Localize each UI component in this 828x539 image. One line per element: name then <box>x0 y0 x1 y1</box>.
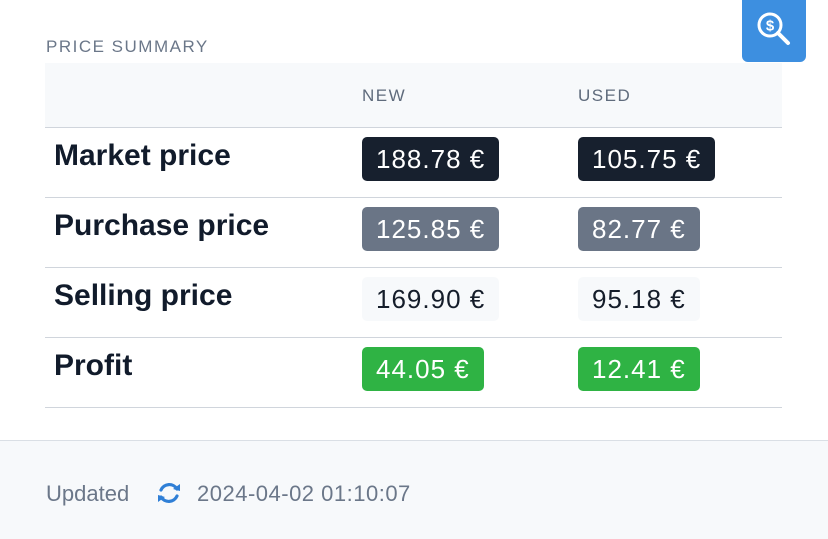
svg-text:$: $ <box>766 17 775 34</box>
table-row-selling-price: Selling price 169.90 € 95.18 € <box>45 268 782 338</box>
purchase-price-used: 82.77 € <box>578 207 700 251</box>
profit-used: 12.41 € <box>578 347 700 391</box>
row-label: Selling price <box>54 279 233 312</box>
search-dollar-icon: $ <box>756 11 792 52</box>
updated-label: Updated <box>46 481 130 506</box>
price-search-button[interactable]: $ <box>742 0 806 62</box>
profit-new: 44.05 € <box>362 347 484 391</box>
updated-timestamp: 2024-04-02 01:10:07 <box>197 481 411 506</box>
refresh-icon[interactable] <box>156 480 182 506</box>
column-header-new: NEW <box>362 86 407 105</box>
purchase-price-new: 125.85 € <box>362 207 500 251</box>
column-header-used: USED <box>578 86 632 105</box>
footer: Updated 2024-04-02 01:10:07 <box>0 440 828 539</box>
table-row-purchase-price: Purchase price 125.85 € 82.77 € <box>45 198 782 268</box>
row-label: Purchase price <box>54 209 270 242</box>
market-price-used: 105.75 € <box>578 137 716 181</box>
price-table: NEW USED Market price 188.78 € 105.75 € … <box>45 63 782 408</box>
table-row-market-price: Market price 188.78 € 105.75 € <box>45 128 782 198</box>
section-title: PRICE SUMMARY <box>46 37 209 56</box>
selling-price-new: 169.90 € <box>362 277 500 321</box>
row-label: Profit <box>54 349 133 382</box>
table-header: NEW USED <box>45 63 782 128</box>
row-label: Market price <box>54 139 231 172</box>
market-price-new: 188.78 € <box>362 137 500 181</box>
selling-price-used: 95.18 € <box>578 277 700 321</box>
table-row-profit: Profit 44.05 € 12.41 € <box>45 338 782 408</box>
